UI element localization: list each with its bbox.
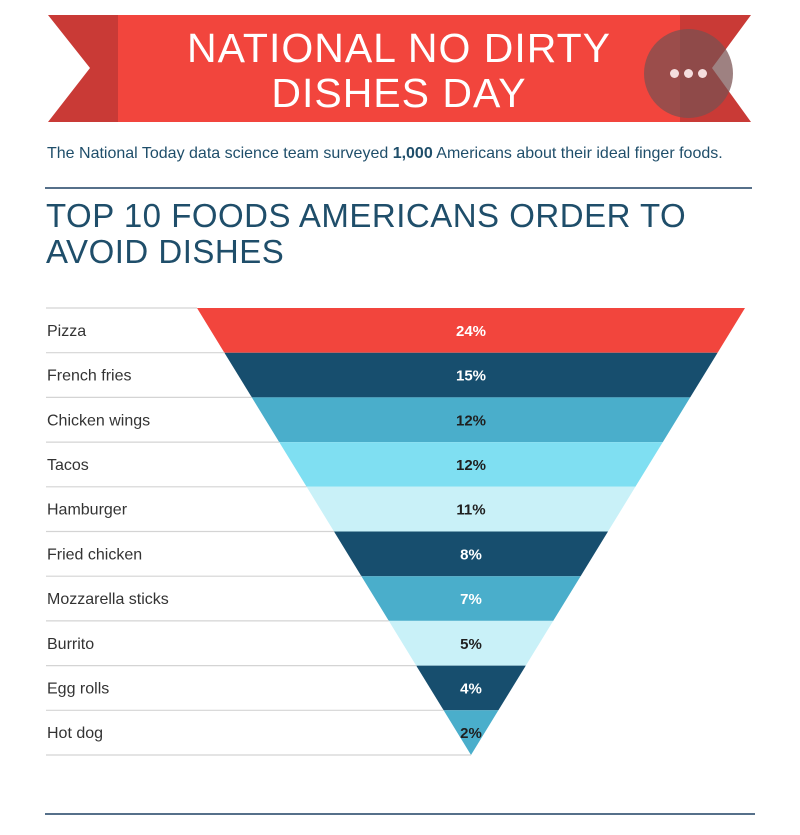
more-dot-icon — [698, 69, 707, 78]
funnel-segment — [251, 397, 691, 443]
category-label: Tacos — [47, 457, 89, 474]
category-label: Fried chicken — [47, 546, 142, 563]
banner-left-ribbon-tail — [48, 15, 130, 122]
category-label: Egg rolls — [47, 681, 109, 698]
category-label: Chicken wings — [47, 412, 150, 429]
page-title: NATIONAL NO DIRTY DISHES DAY — [120, 26, 678, 116]
category-label: French fries — [47, 368, 131, 385]
category-label: Mozzarella sticks — [47, 591, 169, 608]
chart-title-line-2: AVOID DISHES — [46, 233, 285, 270]
funnel-segment — [197, 308, 745, 353]
chart-title: TOP 10 FOODS AMERICANS ORDER TO AVOID DI… — [46, 198, 746, 270]
category-label: Pizza — [47, 323, 86, 340]
intro-text: The National Today data science team sur… — [47, 145, 767, 163]
funnel-segment — [443, 710, 499, 755]
category-label: Burrito — [47, 636, 94, 653]
intro-prefix: The National Today data science team sur… — [47, 145, 393, 162]
value-label: 11% — [456, 502, 485, 519]
divider-bottom — [45, 813, 755, 815]
funnel-segment — [416, 665, 526, 711]
page-title-line-1: NATIONAL NO DIRTY — [186, 25, 612, 71]
divider-top — [45, 187, 752, 189]
intro-count: 1,000 — [392, 145, 433, 162]
category-label: Hamburger — [47, 502, 128, 519]
funnel-segment — [279, 442, 663, 487]
value-label: 12% — [456, 457, 486, 474]
page-title-line-2: DISHES DAY — [271, 70, 527, 116]
value-label: 7% — [460, 591, 482, 608]
category-label: Hot dog — [47, 725, 103, 742]
funnel-segment — [306, 486, 636, 532]
intro-suffix: Americans about their ideal finger foods… — [432, 145, 723, 162]
funnel-segment — [334, 531, 608, 577]
value-label: 8% — [460, 546, 482, 563]
banner-main — [118, 15, 680, 122]
funnel-segment — [224, 352, 718, 398]
more-dot-icon — [670, 69, 679, 78]
value-label: 2% — [460, 725, 482, 742]
more-options-button[interactable] — [644, 29, 733, 118]
funnel-segment — [388, 620, 554, 666]
funnel-segment — [361, 576, 581, 621]
more-dot-icon — [684, 69, 693, 78]
value-label: 4% — [460, 681, 482, 698]
value-label: 5% — [460, 636, 482, 653]
value-label: 15% — [456, 368, 486, 385]
value-label: 24% — [456, 323, 486, 340]
chart-title-line-1: TOP 10 FOODS AMERICANS ORDER TO — [46, 197, 687, 234]
value-label: 12% — [456, 412, 486, 429]
